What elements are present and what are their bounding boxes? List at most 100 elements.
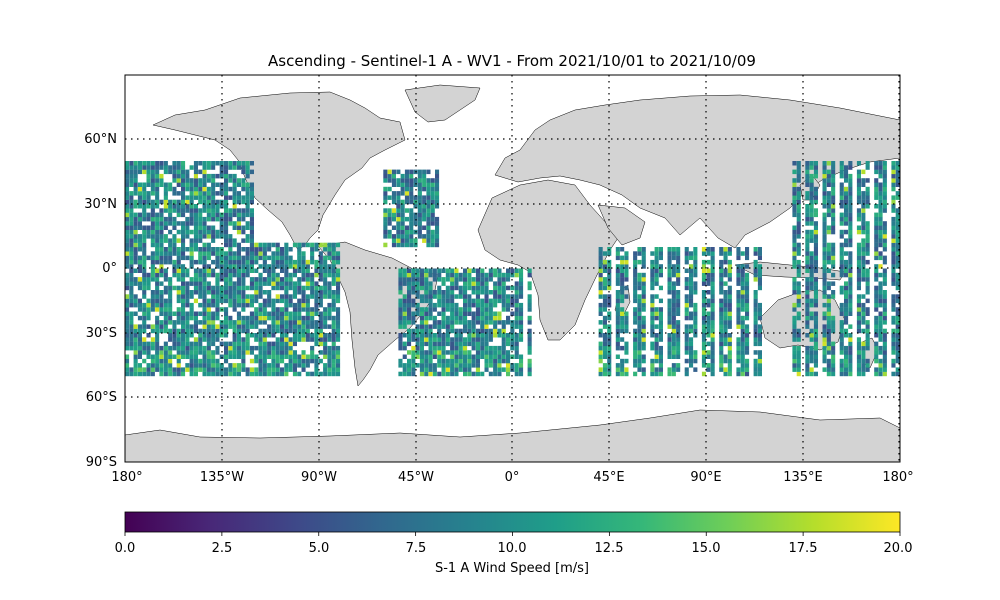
wind-cell [856, 161, 861, 166]
colorbar [124, 511, 901, 533]
wind-cell [463, 337, 468, 342]
wind-cell [753, 358, 758, 364]
wind-cell [727, 264, 732, 269]
wind-cell [288, 324, 293, 329]
wind-cell [280, 337, 285, 342]
wind-cell [437, 272, 442, 278]
wind-cell [129, 320, 134, 325]
wind-cell [501, 281, 506, 286]
wind-cell [305, 337, 310, 342]
wind-cell [701, 324, 706, 329]
wind-cell [650, 298, 655, 304]
wind-cell [844, 216, 849, 222]
wind-cell [133, 367, 138, 372]
wind-cell [323, 371, 328, 377]
wind-cell [137, 186, 142, 192]
wind-cell [236, 191, 241, 196]
wind-cell [249, 320, 254, 325]
wind-cell [206, 216, 211, 222]
wind-cell [133, 216, 138, 222]
wind-cell [719, 320, 724, 325]
wind-cell [202, 320, 207, 325]
wind-cell [607, 268, 612, 273]
wind-cell [419, 281, 424, 286]
wind-cell [602, 341, 607, 347]
wind-cell [198, 199, 203, 205]
wind-cell [510, 298, 515, 304]
wind-cell [245, 328, 250, 334]
wind-cell [133, 358, 138, 364]
wind-cell [168, 204, 173, 209]
wind-cell [689, 294, 694, 299]
wind-cell [288, 294, 293, 299]
wind-cell [602, 277, 607, 282]
wind-cell [215, 277, 220, 282]
wind-cell [422, 186, 427, 192]
wind-cell [488, 371, 493, 377]
wind-cell [430, 229, 435, 235]
wind-cell [671, 302, 676, 308]
wind-cell [745, 247, 750, 252]
wind-cell [710, 324, 715, 329]
wind-cell [822, 367, 827, 372]
wind-cell [159, 182, 164, 187]
wind-cell [323, 337, 328, 342]
wind-cell [637, 311, 642, 316]
wind-cell [706, 341, 711, 347]
wind-cell [133, 182, 138, 187]
wind-cell [895, 208, 900, 213]
wind-cell [891, 225, 896, 230]
wind-cell [417, 208, 422, 213]
wind-cell [206, 229, 211, 235]
wind-cell [159, 363, 164, 368]
wind-cell [727, 341, 732, 347]
wind-cell [288, 363, 293, 368]
wind-cell [624, 350, 629, 355]
wind-cell [415, 281, 420, 286]
wind-cell [129, 182, 134, 187]
wind-cell [654, 281, 659, 286]
wind-cell [133, 255, 138, 261]
wind-cell [249, 186, 254, 192]
wind-cell [185, 345, 190, 351]
wind-cell [467, 367, 472, 372]
wind-cell [150, 341, 155, 347]
wind-cell [172, 337, 177, 342]
wind-cell [137, 182, 142, 187]
wind-cell [428, 298, 433, 304]
wind-cell [202, 277, 207, 282]
wind-cell [383, 173, 388, 179]
wind-cell [280, 251, 285, 256]
wind-cell [445, 277, 450, 282]
wind-cell [848, 216, 853, 222]
wind-cell [159, 320, 164, 325]
wind-cell [831, 225, 836, 230]
wind-cell [813, 173, 818, 179]
wind-cell [129, 302, 134, 308]
wind-cell [792, 182, 797, 187]
wind-cell [598, 328, 603, 334]
wind-cell [168, 255, 173, 261]
wind-cell [271, 350, 276, 355]
wind-cell [598, 341, 603, 347]
wind-cell [404, 238, 409, 243]
wind-cell [878, 272, 883, 278]
wind-cell [400, 204, 405, 209]
wind-cell [598, 354, 603, 359]
wind-cell [211, 191, 216, 196]
wind-cell [736, 345, 741, 351]
wind-cell [615, 371, 620, 377]
wind-cell [805, 277, 810, 282]
wind-cell [314, 298, 319, 304]
wind-cell [249, 229, 254, 235]
wind-cell [689, 255, 694, 261]
wind-cell [844, 195, 849, 200]
wind-cell [882, 173, 887, 179]
wind-cell [159, 294, 164, 299]
wind-cell [172, 191, 177, 196]
wind-cell [407, 277, 412, 282]
wind-cell [305, 333, 310, 338]
wind-cell [719, 315, 724, 321]
wind-cell [236, 281, 241, 286]
wind-cell [432, 290, 437, 295]
